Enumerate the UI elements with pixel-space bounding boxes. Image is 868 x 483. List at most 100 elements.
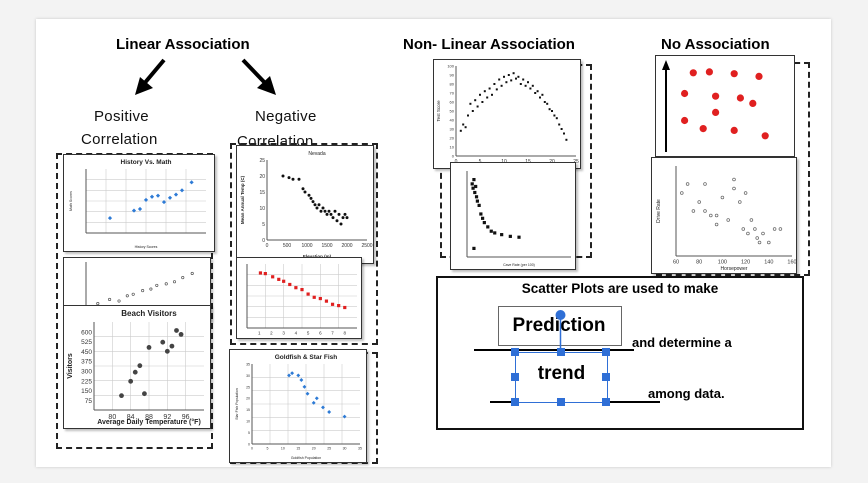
data-point (331, 216, 335, 220)
data-point (522, 78, 525, 81)
data-point (96, 302, 100, 306)
data-point (493, 83, 496, 85)
data-point (312, 295, 316, 299)
tick-label: 20 (259, 174, 265, 180)
tick-label: 8 (344, 331, 347, 336)
data-point (142, 391, 147, 397)
tick-label: 2000 (341, 243, 352, 249)
tick-label: 80 (450, 82, 455, 87)
data-point (483, 90, 486, 93)
data-point (300, 288, 304, 292)
tick-label: 35 (358, 447, 362, 451)
data-point (539, 96, 541, 99)
x-axis-label: Goldfish Population (291, 456, 321, 460)
data-point (321, 206, 325, 210)
data-point (761, 132, 769, 140)
chart-title: Goldfish & Star Fish (275, 354, 338, 361)
data-point (536, 90, 539, 93)
tick-label: 25 (246, 385, 250, 389)
data-point (703, 182, 707, 186)
tick-label: 84 (127, 414, 135, 421)
data-point (481, 216, 485, 220)
data-point (498, 78, 501, 81)
tick-label: 35 (246, 362, 250, 366)
data-point (489, 229, 493, 233)
data-point (190, 271, 194, 275)
data-point (302, 384, 307, 389)
data-point (755, 236, 759, 240)
data-point (471, 110, 474, 112)
data-point (720, 195, 725, 200)
tick-label: 0 (251, 447, 253, 451)
data-point (108, 297, 112, 301)
data-point (761, 231, 765, 236)
data-point (477, 203, 481, 207)
data-point (287, 176, 291, 180)
resize-handle-icon (602, 398, 610, 406)
data-point (681, 89, 689, 98)
down-left-arrow-icon (135, 58, 166, 95)
data-point (510, 79, 513, 82)
data-point (508, 234, 512, 238)
tick-label: 96 (182, 414, 190, 421)
tick-label: 88 (145, 414, 153, 421)
data-point (141, 289, 145, 293)
data-point (343, 212, 347, 216)
tick-label: 5 (307, 331, 310, 336)
data-point (471, 186, 475, 190)
no-association-heading: No Association (661, 36, 770, 53)
data-point (736, 94, 744, 102)
data-point (507, 74, 510, 76)
data-point (287, 373, 291, 378)
data-point (311, 200, 315, 204)
data-point (309, 196, 313, 200)
tick-label: 100 (718, 260, 727, 266)
tick-label: 25 (259, 158, 265, 164)
data-point (132, 369, 138, 375)
data-point (149, 287, 153, 291)
tick-label: 10 (246, 420, 250, 424)
data-point (476, 105, 479, 108)
data-point (137, 363, 143, 369)
tick-label: 25 (573, 159, 579, 165)
tick-label: 5 (266, 447, 268, 451)
slide: Linear Association Non- Linear Associati… (36, 19, 831, 467)
data-point (541, 93, 544, 96)
data-point (160, 339, 166, 345)
tick-label: 3 (282, 331, 285, 336)
data-point (337, 212, 341, 216)
no-association-red-chart (655, 55, 795, 157)
data-point (325, 212, 329, 216)
tick-label: 0 (452, 154, 455, 159)
chart-title: Beach Visitors (121, 309, 177, 318)
data-point (143, 197, 149, 203)
data-point (753, 227, 757, 231)
history-math-chart: History Vs. Math History Scores Math Score… (63, 154, 215, 252)
tick-label: 20 (450, 136, 455, 141)
data-point (164, 282, 168, 286)
tick-label: 150 (81, 388, 92, 395)
data-point (469, 102, 472, 105)
data-point (342, 414, 347, 419)
tick-label: 140 (764, 260, 773, 266)
data-point (179, 188, 185, 193)
tick-label: 20 (312, 447, 316, 451)
selection-handles[interactable] (506, 305, 618, 411)
tick-label: 50 (450, 109, 455, 114)
resize-handle-icon (602, 348, 610, 356)
data-point (288, 282, 292, 287)
tick-label: 300 (81, 368, 92, 375)
data-point (493, 231, 497, 235)
data-point (299, 378, 304, 382)
positive-label: Positive (94, 108, 149, 125)
data-point (519, 83, 522, 85)
tick-label: 1 (258, 331, 261, 336)
tick-label: 160 (787, 260, 796, 266)
tick-label: 4 (295, 331, 298, 336)
trend-word[interactable]: trend (537, 363, 586, 384)
data-point (680, 191, 684, 195)
data-point (474, 184, 478, 189)
negative-red-dots-chart: 1 2 3 4 5 6 7 8 (236, 257, 362, 339)
data-point (464, 126, 467, 129)
resize-handle-icon (511, 348, 519, 356)
